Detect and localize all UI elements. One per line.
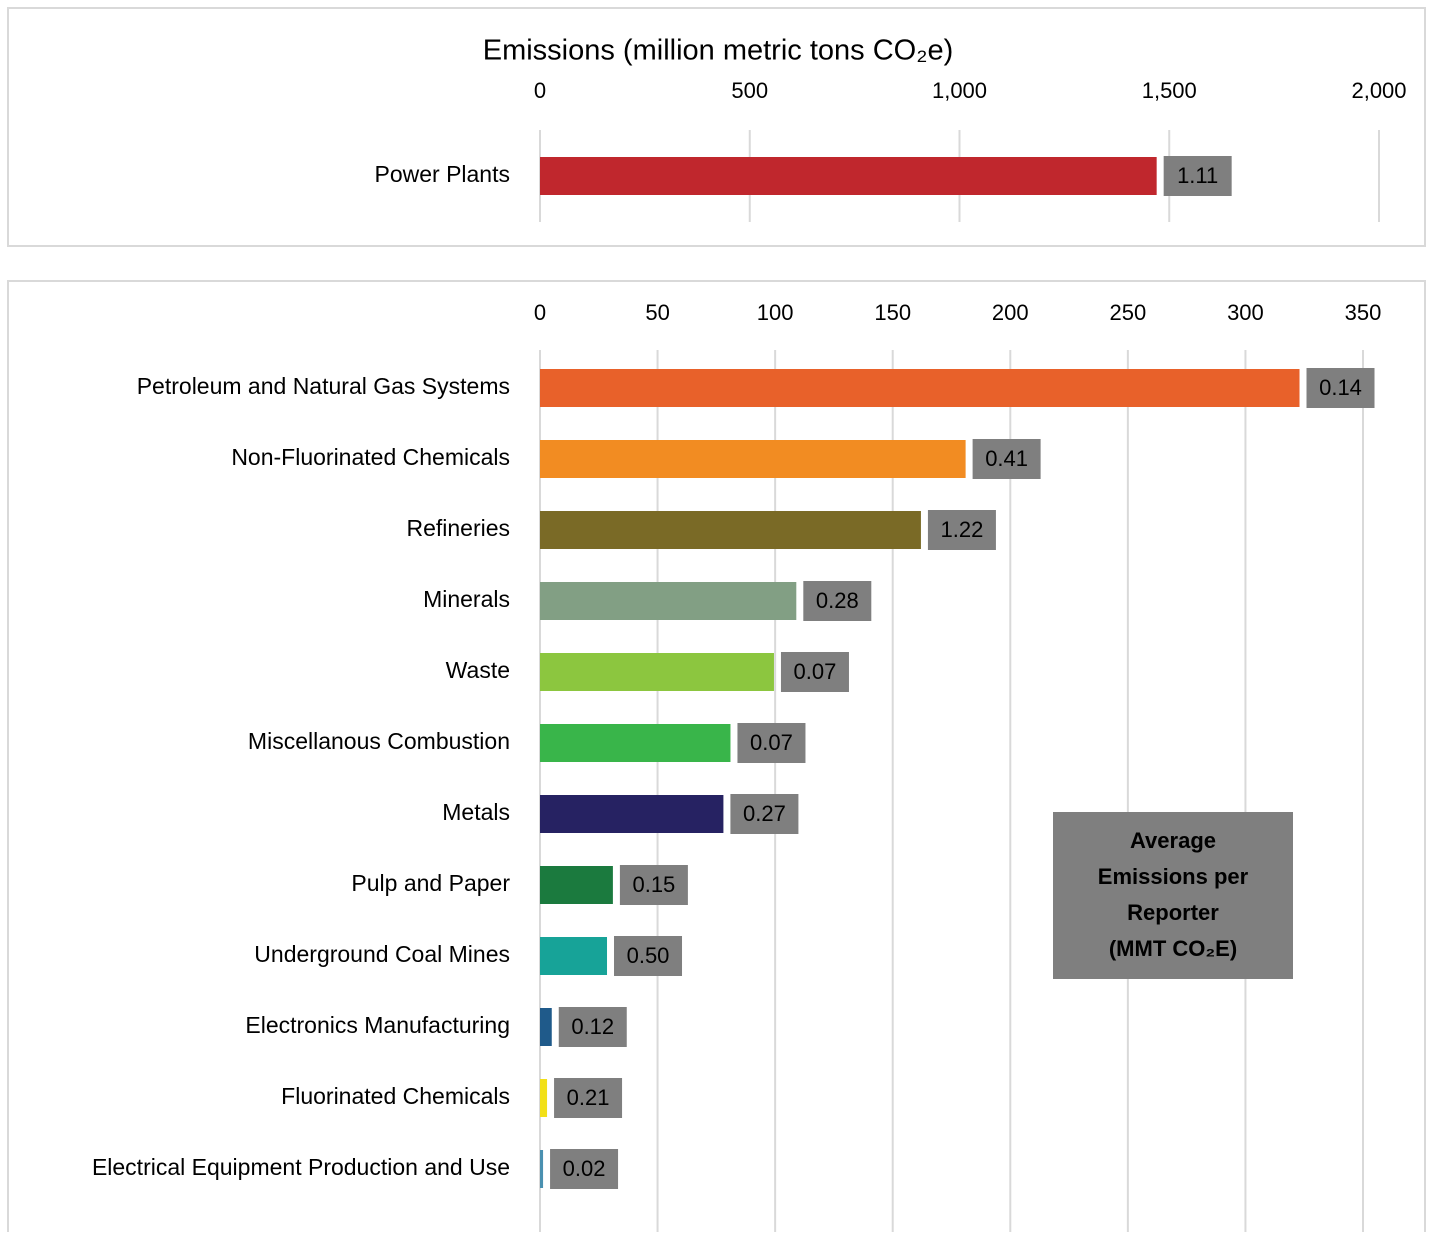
annotation: Average [1130, 828, 1216, 853]
category-label: Electrical Equipment Production and Use [92, 1154, 510, 1180]
category-label: Waste [446, 657, 510, 683]
category-label: Fluorinated Chemicals [281, 1083, 510, 1109]
data-label: 0.15 [632, 872, 675, 897]
label-box [619, 865, 688, 905]
x-tick-label: 0 [534, 300, 546, 325]
x-tick-label: 1,000 [932, 78, 987, 103]
category-label: Non-Fluorinated Chemicals [231, 444, 510, 470]
bar [540, 511, 921, 549]
category-label: Metals [442, 799, 510, 825]
annotation: Reporter [1127, 900, 1219, 925]
label-box [730, 794, 799, 834]
label-box [737, 723, 806, 763]
x-tick-label: 2,000 [1351, 78, 1406, 103]
label-box [550, 1149, 619, 1189]
category-label: Miscellanous Combustion [248, 728, 510, 754]
bar [540, 937, 608, 975]
x-tick-label: 1,500 [1142, 78, 1197, 103]
label-box [1163, 156, 1232, 196]
panel [7, 7, 1426, 247]
data-label: 0.07 [750, 730, 793, 755]
annotation-box [1053, 812, 1293, 979]
label-box [972, 439, 1041, 479]
label-box [1306, 368, 1375, 408]
bar [540, 866, 613, 904]
category-label: Petroleum and Natural Gas Systems [137, 373, 510, 399]
label-box [927, 510, 996, 550]
chart-title: Emissions (million metric tons CO₂e) [483, 35, 954, 67]
bar [540, 157, 1157, 195]
category-label: Electronics Manufacturing [245, 1012, 510, 1038]
x-tick-label: 250 [1109, 300, 1146, 325]
x-tick-label: 100 [757, 300, 794, 325]
category-label: Power Plants [374, 161, 510, 187]
data-label: 0.50 [627, 943, 670, 968]
x-tick-label: 350 [1345, 300, 1382, 325]
bar [540, 369, 1300, 407]
label-box [614, 936, 683, 976]
annotation: (MMT CO₂E) [1109, 936, 1237, 961]
x-tick-label: 500 [731, 78, 768, 103]
label-box [558, 1007, 627, 1047]
category-label: Refineries [406, 515, 510, 541]
x-tick-label: 50 [645, 300, 669, 325]
data-label: 0.12 [571, 1014, 614, 1039]
bar [540, 440, 966, 478]
bar [540, 724, 731, 762]
x-tick-label: 300 [1227, 300, 1264, 325]
bar [540, 1008, 552, 1046]
bar [540, 1079, 548, 1117]
category-label: Pulp and Paper [351, 870, 510, 896]
data-label: 0.21 [567, 1085, 610, 1110]
annotation: Emissions per [1098, 864, 1249, 889]
x-tick-label: 0 [534, 78, 546, 103]
bar [540, 795, 724, 833]
bar [540, 1150, 544, 1188]
data-label: 0.02 [563, 1156, 606, 1181]
data-label: 0.27 [743, 801, 786, 826]
data-label: 0.28 [816, 588, 859, 613]
label-box [780, 652, 849, 692]
label-box [803, 581, 872, 621]
data-label: 0.07 [794, 659, 837, 684]
x-tick-label: 200 [992, 300, 1029, 325]
bar [540, 653, 774, 691]
bar [540, 582, 797, 620]
label-box [554, 1078, 623, 1118]
category-label: Minerals [423, 586, 510, 612]
data-label: 1.11 [1177, 163, 1218, 188]
category-label: Underground Coal Mines [254, 941, 510, 967]
data-label: 0.41 [985, 446, 1028, 471]
x-tick-label: 150 [874, 300, 911, 325]
data-label: 0.14 [1319, 375, 1362, 400]
data-label: 1.22 [941, 517, 984, 542]
